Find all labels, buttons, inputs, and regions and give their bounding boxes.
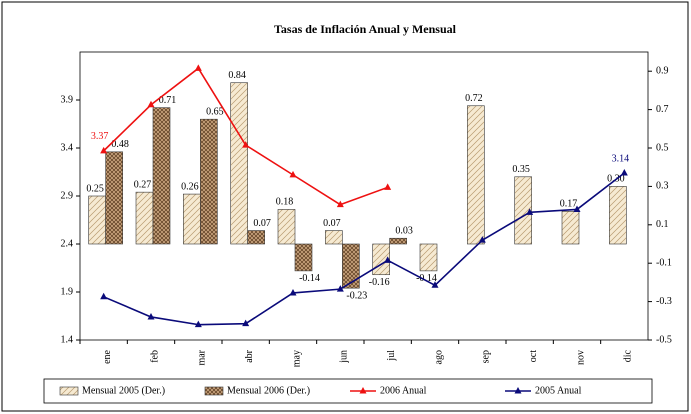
y-tick-label: 1.9	[61, 286, 74, 297]
marker	[194, 64, 202, 71]
legend-label: 2006 Anual	[380, 385, 427, 396]
y-tick-label: 3.4	[61, 142, 74, 153]
data-label: 0.07	[323, 218, 341, 229]
marker	[336, 285, 344, 292]
bar	[514, 176, 532, 245]
data-label: 0.35	[512, 164, 530, 175]
marker	[147, 312, 155, 320]
data-label: 0.03	[395, 226, 413, 237]
bar	[105, 151, 123, 245]
data-label: 3.37	[91, 131, 109, 142]
bar	[247, 230, 265, 245]
marker	[242, 141, 250, 148]
bar	[294, 243, 313, 272]
bar	[152, 107, 171, 245]
legend-box	[43, 378, 653, 404]
x-tick-label: oct	[528, 350, 539, 362]
marker	[289, 288, 297, 296]
marker	[194, 320, 202, 328]
legend-marker	[514, 387, 522, 394]
x-tick-label: mar	[197, 349, 208, 365]
data-label: -0.16	[369, 277, 390, 288]
marker	[384, 183, 392, 190]
marker	[431, 281, 439, 288]
marker	[478, 236, 486, 243]
marker	[384, 256, 392, 263]
data-label: 0.48	[111, 139, 129, 150]
data-label: 0.65	[206, 106, 224, 117]
x-tick-label: ago	[433, 350, 444, 364]
bar	[609, 186, 627, 245]
marker	[147, 100, 155, 108]
data-label: 0.84	[228, 70, 246, 81]
data-label: -0.23	[346, 290, 367, 301]
y-tick-label: 1.4	[61, 334, 74, 345]
legend-label: 2005 Anual	[535, 385, 582, 396]
bar	[277, 209, 296, 245]
x-tick-label: may	[291, 350, 302, 367]
marker	[242, 319, 250, 327]
bar	[183, 193, 201, 245]
bar	[389, 237, 407, 245]
marker	[100, 146, 108, 154]
y2-tick-label: 0.3	[656, 181, 669, 192]
line	[103, 172, 625, 326]
data-label: -0.14	[299, 273, 320, 284]
x-tick-label: jun	[339, 350, 350, 364]
data-label: 0.72	[465, 93, 483, 104]
bar	[200, 118, 218, 245]
legend-label: Mensual 2005 (Der.)	[82, 385, 165, 396]
x-tick-label: abr	[244, 349, 255, 362]
bar	[135, 191, 154, 245]
legend-swatch	[204, 386, 224, 396]
y2-tick-label: 0.9	[656, 65, 669, 76]
y-tick-label: 2.4	[61, 238, 74, 249]
x-tick-label: jul	[386, 350, 397, 362]
legend-label: Mensual 2006 (Der.)	[227, 385, 310, 396]
data-label: -0.14	[416, 273, 437, 284]
y2-tick-label: -0.5	[656, 334, 672, 345]
data-label: 0.17	[560, 199, 578, 210]
marker	[336, 200, 344, 208]
legend-swatch	[59, 386, 79, 396]
data-label: 0.71	[159, 95, 177, 106]
y-tick-label: 2.9	[61, 190, 74, 201]
bar	[561, 211, 580, 245]
y-tick-label: 3.9	[61, 94, 74, 105]
marker	[573, 205, 581, 212]
y2-tick-label: -0.3	[656, 296, 672, 307]
marker	[620, 168, 628, 176]
data-label: 0.27	[134, 179, 152, 190]
legend-marker	[359, 387, 367, 394]
x-tick-label: ene	[102, 349, 113, 363]
data-label: 0.18	[276, 197, 294, 208]
marker	[526, 208, 534, 215]
data-label: 0.25	[86, 183, 104, 194]
x-tick-label: sep	[481, 350, 492, 363]
x-tick-label: feb	[149, 350, 160, 363]
bar	[325, 230, 343, 245]
y2-tick-label: -0.1	[656, 257, 672, 268]
data-label: 3.14	[612, 153, 630, 164]
y2-tick-label: 0.5	[656, 142, 669, 153]
x-tick-label: dic	[623, 349, 634, 362]
bar	[88, 195, 106, 245]
data-label: 0.26	[181, 181, 199, 192]
x-tick-label: nov	[575, 350, 586, 365]
data-label: 0.07	[253, 218, 271, 229]
bar	[419, 243, 438, 272]
y2-tick-label: 0.1	[656, 219, 669, 230]
marker	[289, 170, 297, 178]
bar	[342, 243, 360, 289]
bar	[230, 82, 248, 245]
marker	[100, 292, 108, 300]
y2-tick-label: 0.7	[656, 104, 669, 115]
chart-title: Tasas de Inflación Anual y Mensual	[274, 22, 457, 36]
bar	[467, 105, 485, 245]
